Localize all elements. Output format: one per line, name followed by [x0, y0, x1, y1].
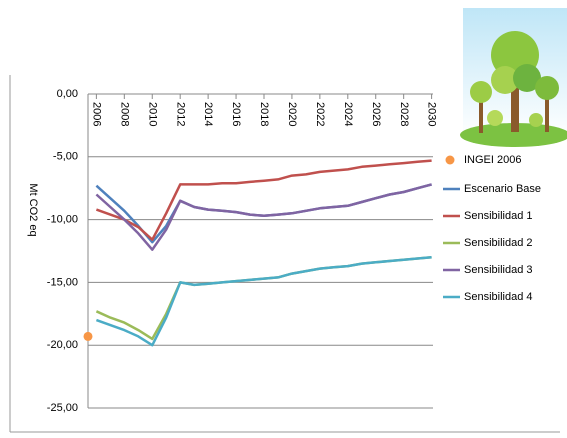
series-line: [95, 256, 432, 341]
legend-marker: [445, 155, 455, 165]
x-tick-label: 2006: [90, 102, 102, 126]
x-tick-label: 2010: [146, 102, 158, 126]
y-tick-label: -25,00: [47, 402, 78, 414]
y-axis-label: Mt CO2 eq: [27, 183, 39, 236]
legend-label: Escenario Base: [464, 183, 541, 195]
x-tick-label: 2026: [370, 102, 382, 126]
legend-label: Sensibilidad 2: [464, 237, 533, 249]
y-tick-label: -15,00: [47, 276, 78, 288]
x-tick-label: 2016: [230, 102, 242, 126]
x-tick-label: 2020: [286, 102, 298, 126]
series-line: [95, 183, 432, 251]
x-tick-label: 2024: [342, 102, 354, 126]
series-line: [95, 159, 432, 241]
legend-label: INGEI 2006: [464, 154, 521, 166]
x-tick-label: 2028: [398, 102, 410, 126]
x-tick-label: 2014: [202, 102, 214, 126]
series-line: [95, 256, 432, 347]
legend-label: Sensibilidad 4: [464, 291, 533, 303]
x-tick-label: 2008: [118, 102, 130, 126]
y-tick-label: 0,00: [57, 88, 78, 100]
legend-label: Sensibilidad 3: [464, 264, 533, 276]
x-tick-label: 2030: [426, 102, 438, 126]
legend-label: Sensibilidad 1: [464, 210, 533, 222]
y-tick-label: -10,00: [47, 214, 78, 226]
y-tick-label: -5,00: [53, 151, 78, 163]
x-tick-label: 2018: [258, 102, 270, 126]
x-tick-label: 2012: [174, 102, 186, 126]
data-point: [83, 331, 93, 341]
y-tick-label: -20,00: [47, 339, 78, 351]
x-tick-label: 2022: [314, 102, 326, 126]
trees-illustration: [460, 8, 567, 147]
